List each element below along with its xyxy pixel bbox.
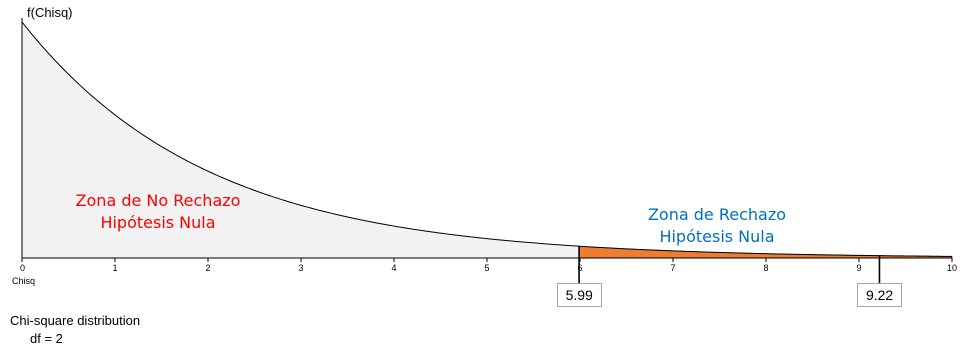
critical-value-markers xyxy=(578,246,881,283)
x-tick-label: 0 xyxy=(20,263,25,273)
x-axis-title: Chisq xyxy=(12,276,35,286)
x-tick-label: 3 xyxy=(298,263,303,273)
x-tick-label: 4 xyxy=(391,263,396,273)
acceptance-region-area xyxy=(22,22,580,258)
density-curve xyxy=(21,21,953,257)
y-axis-title: f(Chisq) xyxy=(27,5,73,20)
critical-value-box: 5.99 xyxy=(556,283,602,307)
x-tick-label: 8 xyxy=(763,263,768,273)
x-tick-label: 9 xyxy=(856,263,861,273)
x-tick-label: 5 xyxy=(484,263,489,273)
rejection-region-label-line2: Hipótesis Nula xyxy=(659,227,774,246)
x-tick-label: 6 xyxy=(577,263,582,273)
critical-value-box: 9.22 xyxy=(856,283,903,307)
distribution-name: Chi-square distribution xyxy=(10,313,141,328)
rejection-region-label-line1: Zona de Rechazo xyxy=(648,205,786,224)
x-tick-label: 2 xyxy=(205,263,210,273)
degrees-of-freedom: df = 2 xyxy=(30,331,63,346)
x-tick-label: 7 xyxy=(670,263,675,273)
x-tick-label: 10 xyxy=(947,263,957,273)
x-tick-label: 1 xyxy=(112,263,117,273)
acceptance-region-label-line2: Hipótesis Nula xyxy=(100,213,215,232)
x-axis-ticks: 0 1 2 3 4 5 6 7 8 9 10 xyxy=(20,258,957,273)
acceptance-region-label-line1: Zona de No Rechazo xyxy=(76,191,241,210)
